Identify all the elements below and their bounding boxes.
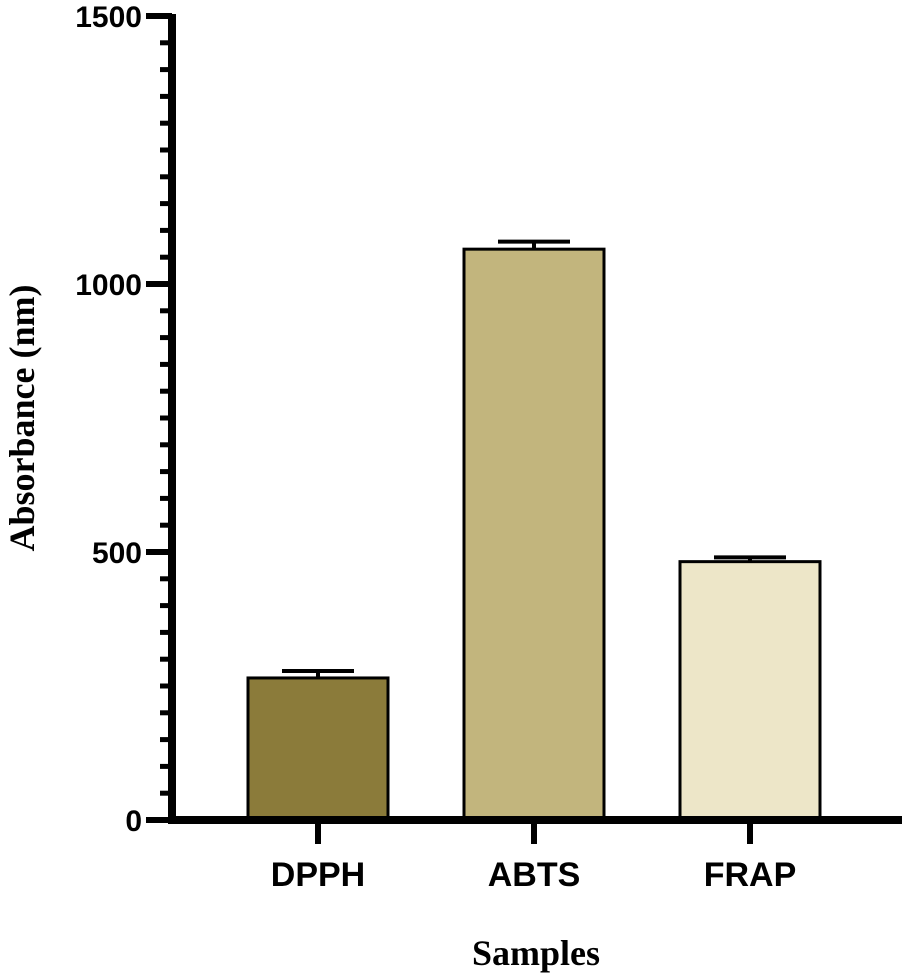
x-tick-label-frap: FRAP (704, 856, 797, 894)
y-tick-label: 500 (92, 537, 142, 570)
error-bars-group (282, 239, 786, 678)
y-axis-title: Absorbance (nm) (2, 285, 42, 552)
x-axis: DPPH ABTS FRAP (168, 816, 902, 894)
bar-dpph (246, 676, 390, 822)
bars-group (246, 247, 822, 822)
bar-frap (678, 560, 822, 822)
y-tick-label: 1000 (75, 269, 142, 302)
x-axis-title: Samples (472, 933, 600, 973)
bar-abts (462, 247, 606, 822)
x-tick-label-dpph: DPPH (271, 856, 365, 894)
x-tick-label-abts: ABTS (488, 856, 581, 894)
y-tick-label: 0 (125, 805, 142, 838)
y-axis: 0 500 1000 1500 (75, 1, 176, 838)
y-tick-label: 1500 (75, 1, 142, 34)
